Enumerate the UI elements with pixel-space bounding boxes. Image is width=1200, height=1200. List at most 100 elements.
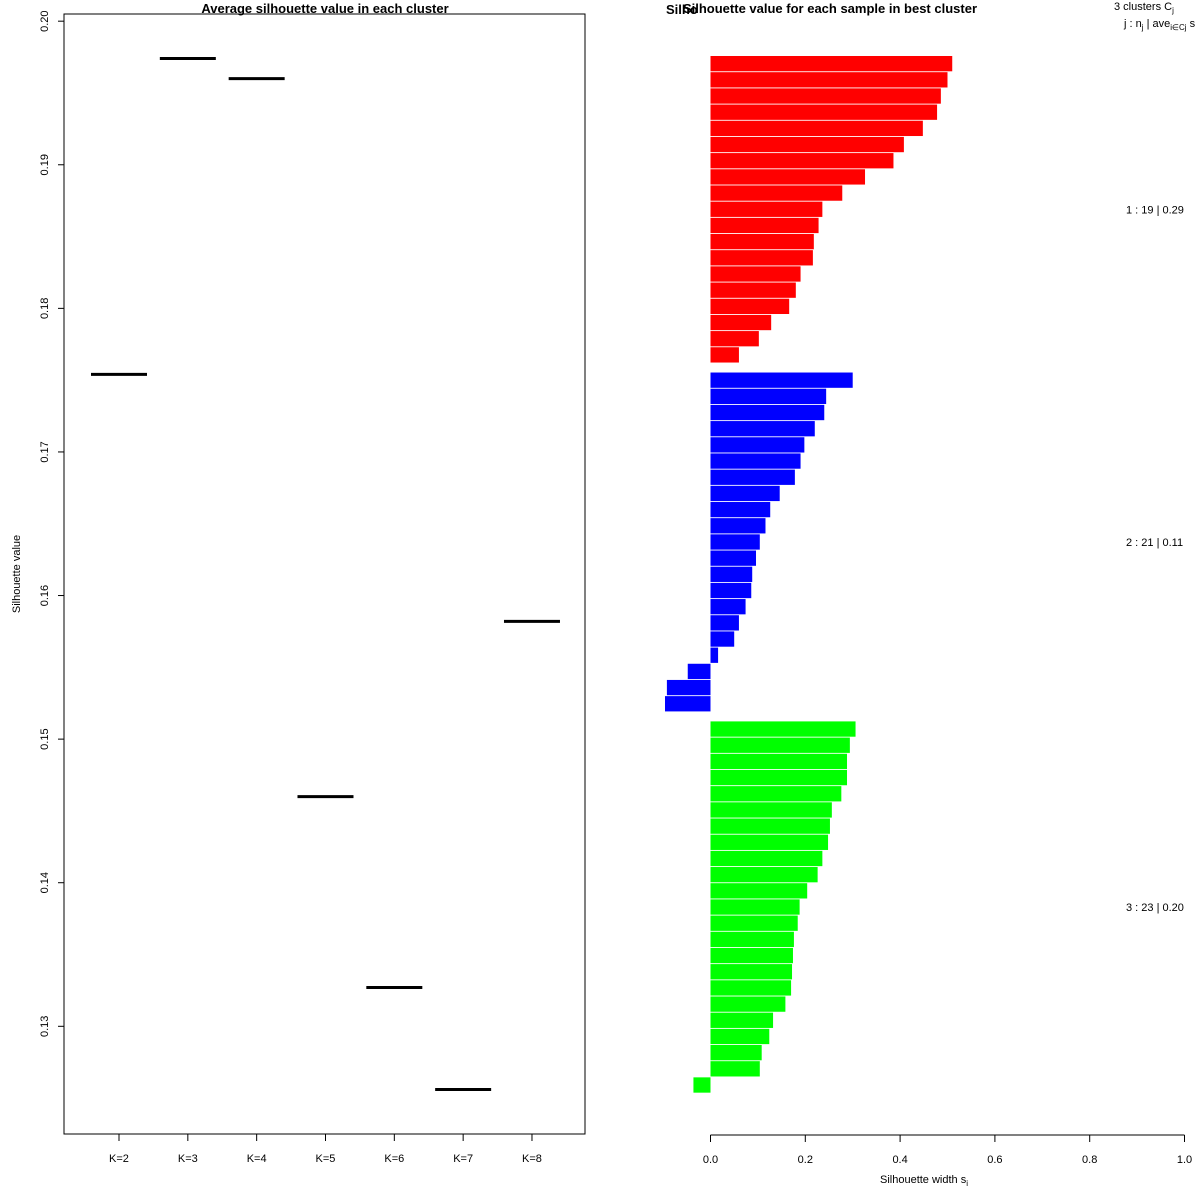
silhouette-bar — [710, 737, 850, 753]
left-y-tick-label: 0.14 — [39, 872, 51, 893]
left-plot-frame — [63, 13, 586, 1135]
left-x-tick-label: K=2 — [109, 1153, 129, 1165]
silhouette-bar — [710, 88, 941, 104]
silhouette-bar — [710, 753, 848, 770]
silhouette-bar — [710, 1061, 760, 1077]
left-x-tick-label: K=8 — [522, 1153, 542, 1165]
silhouette-bar — [710, 56, 953, 72]
silhouette-bar — [710, 453, 801, 469]
left-series-marks — [91, 57, 560, 1091]
silhouette-bar — [710, 347, 739, 363]
silhouette-bar — [710, 883, 808, 899]
silhouette-bar — [710, 769, 848, 786]
left-y-tick-label: 0.15 — [39, 728, 51, 749]
silhouette-bar — [710, 217, 819, 234]
silhouette-bar — [710, 437, 805, 453]
silhouette-bar — [710, 996, 786, 1012]
silhouette-bar — [666, 679, 711, 696]
left-x-tick-label: K=6 — [384, 1153, 404, 1165]
silhouette-bar — [710, 867, 818, 883]
silhouette-bar — [710, 721, 856, 737]
silhouette-bar — [710, 1028, 770, 1045]
silhouette-bar — [710, 850, 823, 867]
left-y-tick-label: 0.19 — [39, 154, 51, 175]
silhouette-bar — [710, 169, 866, 185]
silhouette-bar — [710, 501, 771, 518]
legend-header-line1: 3 clusters Cj — [1114, 1, 1174, 15]
left-chart-title: Average silhouette value in each cluster — [201, 1, 448, 16]
silhouette-bar — [710, 233, 814, 250]
silhouette-bar — [710, 404, 825, 421]
silhouette-bar — [710, 104, 938, 120]
silhouette-bar — [710, 599, 746, 615]
left-x-tick-label: K=5 — [316, 1153, 336, 1165]
right-x-axis-label-sub: i — [966, 1179, 968, 1188]
silhouette-bar — [710, 980, 792, 996]
left-y-tick-label: 0.18 — [39, 298, 51, 319]
silhouette-bar — [687, 663, 711, 680]
silhouette-bar — [710, 915, 798, 931]
right-x-tick-label: 0.0 — [703, 1154, 718, 1166]
legend-header-line2-a: j : n — [1123, 18, 1142, 30]
silhouette-bar — [710, 566, 753, 582]
silhouette-bar — [710, 582, 752, 599]
right-x-axis-label-text: Silhouette width s — [880, 1174, 967, 1186]
cluster-legend: 1 : 19 | 0.29 2 : 21 | 0.11 3 : 23 | 0.20 — [1126, 204, 1184, 914]
right-x-axis: 0.0 0.2 0.4 0.6 0.8 1.0 — [703, 1134, 1192, 1166]
left-y-tick-label: 0.13 — [39, 1016, 51, 1037]
legend-header-line2-b: | ave — [1144, 18, 1171, 30]
legend-header-line2-c: s — [1187, 18, 1196, 30]
silhouette-bar — [710, 802, 832, 818]
right-x-tick-label: 0.6 — [987, 1154, 1002, 1166]
silhouette-bar — [710, 185, 843, 201]
left-x-tick-label: K=4 — [247, 1153, 267, 1165]
silhouette-bar — [710, 518, 766, 534]
silhouette-bar — [710, 818, 830, 834]
legend-header-line2-sub1: j — [1141, 23, 1144, 32]
cluster-legend-label: 1 : 19 | 0.29 — [1126, 204, 1184, 216]
legend-header-line2-sub2: i∈Cj — [1170, 23, 1187, 32]
silhouette-bar — [710, 421, 815, 437]
silhouette-bar — [710, 388, 827, 404]
cluster-legend-label: 3 : 23 | 0.20 — [1126, 902, 1184, 914]
silhouette-bar — [710, 964, 793, 980]
left-x-tick-label: K=3 — [178, 1153, 198, 1165]
silhouette-bar — [710, 899, 800, 915]
silhouette-bar — [710, 615, 739, 631]
silhouette-bar — [710, 786, 842, 802]
silhouette-bar — [710, 1045, 762, 1061]
right-chart-title-overlap: Silho — [666, 2, 698, 17]
silhouette-bar — [664, 696, 711, 712]
right-x-tick-label: 0.4 — [892, 1154, 907, 1166]
right-chart-title: Silhouette value for each sample in best… — [683, 1, 977, 16]
silhouette-bar — [710, 153, 894, 169]
silhouette-bar — [710, 1012, 774, 1028]
right-x-tick-label: 1.0 — [1177, 1154, 1192, 1166]
silhouette-bar — [710, 931, 794, 948]
cluster-legend-label: 2 : 21 | 0.11 — [1126, 537, 1183, 549]
silhouette-bar — [710, 372, 853, 388]
silhouette-bar — [710, 947, 793, 964]
legend-header-line2: j : nj | avei∈Cj s — [1123, 18, 1196, 32]
silhouette-bar — [710, 550, 757, 566]
silhouette-bar — [710, 72, 948, 88]
silhouette-bar — [693, 1077, 711, 1093]
silhouette-bar — [710, 136, 904, 153]
right-x-tick-label: 0.2 — [798, 1154, 813, 1166]
silhouette-bar — [710, 201, 823, 217]
right-x-tick-label: 0.8 — [1082, 1154, 1097, 1166]
left-x-axis: K=2 K=3 K=4 K=5 K=6 K=7 K=8 — [109, 1134, 542, 1165]
left-x-tick-label: K=7 — [453, 1153, 473, 1165]
silhouette-bar — [710, 534, 760, 550]
silhouette-bar — [710, 250, 813, 266]
silhouette-bar — [710, 631, 735, 647]
silhouette-bar — [710, 485, 780, 502]
silhouette-bar — [710, 298, 790, 314]
legend-header-line1-sub: j — [1171, 6, 1174, 15]
silhouette-bar — [710, 282, 796, 298]
silhouette-bar — [710, 120, 923, 137]
silhouette-bar — [710, 834, 829, 850]
silhouette-bar — [710, 266, 801, 282]
right-x-axis-label: Silhouette width si — [880, 1174, 968, 1188]
